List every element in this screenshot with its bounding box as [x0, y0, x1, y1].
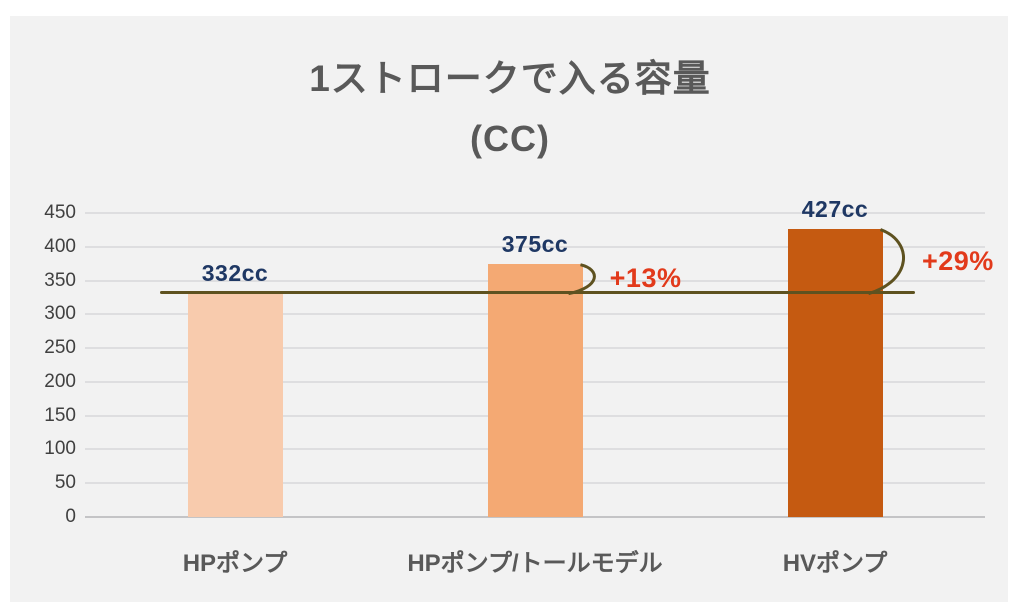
percent-increase-label: +13%	[609, 263, 682, 294]
bar	[187, 292, 283, 517]
reference-line	[160, 290, 915, 295]
y-tick-label: 300	[44, 303, 76, 325]
category-label: HPポンプ	[182, 550, 288, 577]
y-tick-label: 350	[44, 269, 76, 291]
category-label: HVポンプ	[782, 550, 888, 577]
y-tick-label: 150	[44, 404, 76, 426]
chart-title: 1ストロークで入る容量	[309, 58, 711, 99]
percent-increase-label: +29%	[921, 245, 994, 276]
bar-value-label: 375cc	[501, 230, 569, 257]
y-tick-label: 450	[44, 202, 76, 223]
y-tick-label: 250	[44, 337, 76, 359]
category-label: HPポンプ/トールモデル	[407, 550, 663, 577]
gridline	[85, 212, 985, 214]
y-tick-label: 50	[54, 472, 76, 494]
gridline	[85, 245, 985, 248]
y-tick-label: 0	[65, 506, 76, 527]
bar	[487, 263, 583, 517]
bar-value-label: 332cc	[201, 259, 269, 286]
x-axis-line	[85, 516, 985, 518]
y-tick-label: 400	[44, 235, 76, 257]
y-tick-label: 100	[44, 438, 76, 460]
y-tick-label: 200	[44, 370, 76, 392]
chart-subtitle: (CC)	[470, 118, 550, 159]
bar	[787, 228, 883, 517]
bar-value-label: 427cc	[801, 195, 869, 222]
